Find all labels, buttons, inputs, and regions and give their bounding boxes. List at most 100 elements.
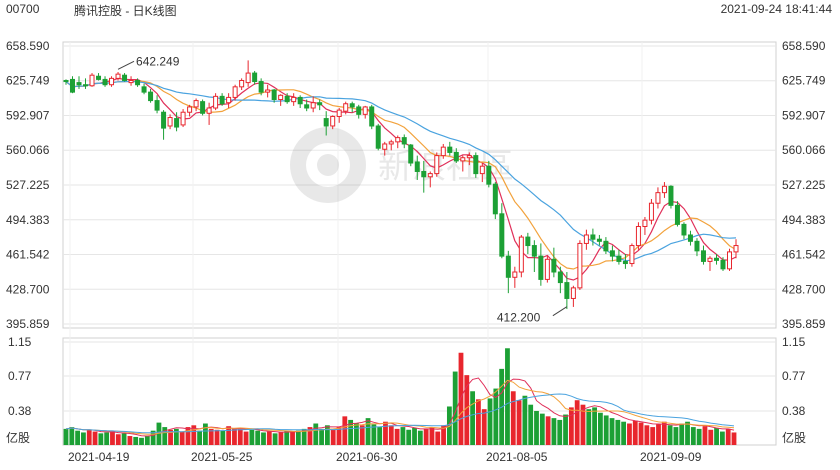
candle-down bbox=[135, 79, 141, 86]
price-tick-right: 592.907 bbox=[782, 109, 826, 123]
candle-up bbox=[733, 245, 739, 253]
candle-up bbox=[226, 96, 232, 104]
volume-bar-down bbox=[609, 418, 615, 445]
volume-tick-right: 0.77 bbox=[782, 369, 806, 383]
candle-down bbox=[505, 255, 511, 278]
candle-down bbox=[148, 91, 154, 102]
volume-bar-up bbox=[429, 427, 435, 445]
volume-bar-up bbox=[226, 426, 232, 445]
candle-up bbox=[245, 72, 251, 84]
volume-bar-down bbox=[162, 427, 168, 445]
candle-down bbox=[375, 125, 381, 149]
volume-bar-down bbox=[371, 424, 377, 445]
candle-down bbox=[674, 204, 680, 225]
volume-bar-up bbox=[661, 421, 667, 445]
volume-bar-down bbox=[173, 428, 179, 445]
ma10-line bbox=[65, 80, 737, 270]
price-tick-right: 560.066 bbox=[782, 143, 826, 157]
candle-down bbox=[401, 137, 407, 145]
low-annotation-label: 412.200 bbox=[497, 311, 541, 325]
volume-bar-down bbox=[719, 431, 725, 445]
volume-bar-up bbox=[307, 427, 313, 445]
volume-bar-up bbox=[388, 425, 394, 445]
candle-down bbox=[596, 238, 602, 242]
candle-down bbox=[538, 255, 544, 280]
volume-bar-down bbox=[75, 430, 81, 445]
volume-bar-up bbox=[632, 420, 638, 445]
volume-bar-down bbox=[98, 433, 104, 445]
candle-down bbox=[356, 106, 362, 115]
candle-down bbox=[258, 81, 264, 93]
date-tick-label: 2021-09-09 bbox=[640, 450, 702, 464]
volume-bar-down bbox=[354, 423, 359, 445]
candle-up bbox=[206, 107, 212, 114]
ma20-line bbox=[65, 80, 737, 262]
candle-down bbox=[525, 236, 531, 247]
candle-down bbox=[564, 282, 570, 299]
candle-down bbox=[622, 260, 628, 265]
price-tick-left: 592.907 bbox=[6, 109, 50, 123]
price-tick-left: 527.225 bbox=[6, 178, 50, 192]
volume-bar-down bbox=[261, 432, 266, 445]
candle-down bbox=[96, 75, 102, 80]
candle-up bbox=[655, 192, 661, 204]
volume-bar-down bbox=[615, 419, 621, 445]
price-tick-right: 428.700 bbox=[782, 282, 826, 296]
volume-bar-down bbox=[319, 428, 324, 445]
candle-up bbox=[544, 258, 550, 280]
low-annotation-leader bbox=[552, 306, 568, 317]
volume-bar-down bbox=[487, 398, 493, 445]
volume-bar-up bbox=[708, 429, 714, 445]
candle-up bbox=[518, 236, 524, 273]
volume-bar-up bbox=[237, 428, 243, 445]
volume-bar-up bbox=[290, 431, 295, 445]
candle-up bbox=[466, 155, 472, 159]
volume-bar-up bbox=[731, 432, 737, 445]
volume-bar-up bbox=[435, 431, 441, 445]
date-tick-label: 2021-05-25 bbox=[191, 450, 253, 464]
volume-bar-up bbox=[638, 422, 644, 445]
volume-bar-down bbox=[69, 427, 75, 445]
candle-down bbox=[141, 86, 147, 93]
volume-bar-down bbox=[156, 422, 162, 445]
volume-bar-down bbox=[249, 429, 255, 445]
candle-up bbox=[193, 100, 199, 108]
candle-down bbox=[200, 101, 206, 114]
volume-bar-up bbox=[423, 428, 429, 445]
candle-up bbox=[265, 89, 271, 93]
volume-bar-down bbox=[696, 428, 702, 445]
volume-unit-right: 亿股 bbox=[782, 430, 806, 445]
volume-tick-left: 0.38 bbox=[8, 404, 32, 418]
volume-bar-up bbox=[580, 404, 586, 445]
candle-down bbox=[551, 258, 557, 273]
volume-bar-up bbox=[208, 428, 214, 445]
volume-bar-up bbox=[342, 416, 348, 445]
candle-down bbox=[694, 240, 700, 252]
candle-up bbox=[362, 106, 368, 115]
volume-bar-up bbox=[115, 434, 121, 445]
axis-labels: 658.590 658.590 625.749 625.749 592.907 592.9… bbox=[6, 39, 826, 464]
volume-bar-up bbox=[574, 400, 580, 445]
candle-up bbox=[115, 73, 121, 79]
candle-up bbox=[232, 86, 238, 98]
volume-bar-down bbox=[592, 407, 597, 445]
candle-up bbox=[440, 146, 446, 157]
price-tick-left: 461.542 bbox=[6, 247, 50, 261]
volume-bar-down bbox=[522, 395, 528, 445]
candle-up bbox=[382, 143, 388, 150]
volume-bar-down bbox=[81, 432, 86, 445]
volume-bar-down bbox=[505, 348, 510, 445]
volume-bar-up bbox=[359, 425, 365, 445]
volume-bar-down bbox=[348, 419, 354, 445]
candle-up bbox=[180, 111, 186, 126]
price-tick-right: 658.590 bbox=[782, 39, 826, 53]
candle-up bbox=[278, 94, 284, 101]
candle-down bbox=[317, 102, 323, 106]
candle-up bbox=[187, 106, 193, 113]
candle-up bbox=[707, 257, 713, 262]
date-tick-label: 2021-08-05 bbox=[486, 450, 548, 464]
volume-tick-right: 1.15 bbox=[782, 335, 806, 349]
volume-bar-up bbox=[725, 428, 731, 445]
price-tick-left: 658.590 bbox=[6, 39, 50, 53]
